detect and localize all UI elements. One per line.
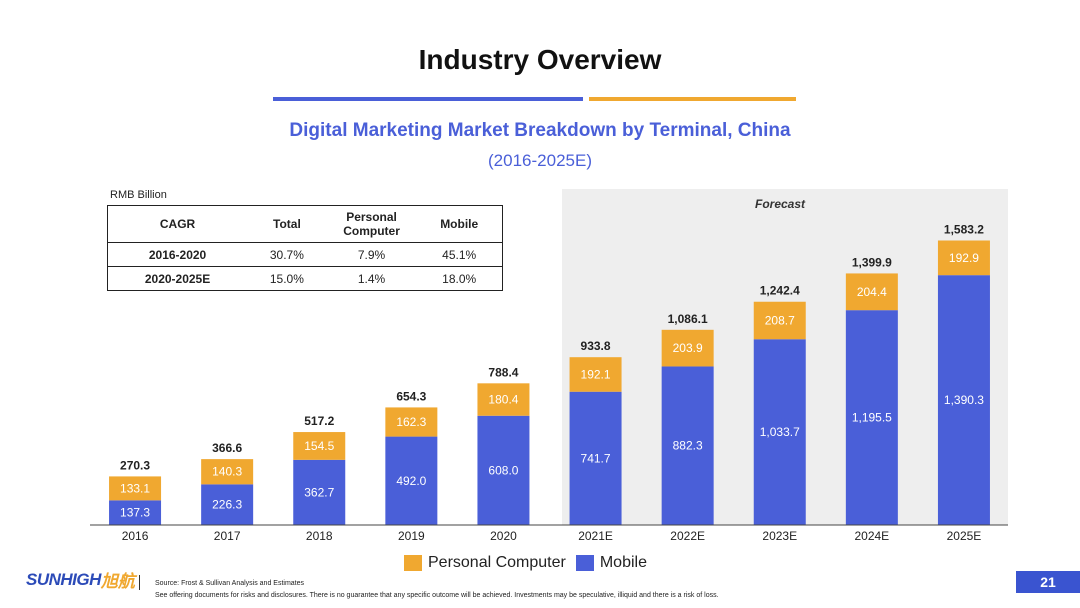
x-tick-label: 2020	[490, 529, 517, 543]
x-tick-label: 2018	[306, 529, 333, 543]
title-accent-blue	[273, 97, 583, 101]
forecast-label: Forecast	[755, 197, 806, 211]
page-title: Industry Overview	[418, 44, 662, 75]
cagr-cell: 2016-2020	[107, 242, 248, 267]
cagr-cell: 30.7%	[247, 242, 327, 267]
bar-mobile	[569, 391, 622, 525]
x-tick-label: 2016	[122, 529, 149, 543]
page-number: 21	[1016, 571, 1080, 593]
data-label-mobile: 882.3	[673, 439, 703, 453]
data-label-pc: 203.9	[673, 341, 703, 355]
data-label-pc: 180.4	[488, 393, 518, 407]
cagr-header-row: CAGR Total Personal Computer Mobile	[107, 205, 503, 243]
data-label-pc: 140.3	[212, 465, 242, 479]
bar-pc	[845, 273, 898, 311]
cagr-cell: 15.0%	[269, 271, 304, 286]
bar-mobile	[661, 366, 714, 525]
data-label-mobile: 137.3	[120, 506, 150, 520]
total-label: 1,086.1	[668, 312, 708, 326]
bar-pc	[201, 459, 254, 485]
total-label: 788.4	[488, 365, 518, 379]
legend-swatch-mobile	[575, 555, 594, 571]
cagr-table: CAGR Total Personal Computer Mobile 2016…	[107, 205, 503, 291]
bar-mobile	[385, 436, 438, 525]
data-label-mobile: 362.7	[304, 485, 334, 499]
table-row: 2016-2020 30.7% 7.9% 45.1%	[107, 242, 503, 267]
data-label-pc: 204.4	[857, 285, 887, 299]
cagr-header: Total	[247, 205, 327, 243]
bar-mobile	[109, 500, 162, 525]
chart-subtitle: (2016-2025E)	[488, 151, 592, 170]
cagr-cell: 18.0%	[442, 271, 477, 286]
x-tick-label: 2017	[214, 529, 241, 543]
bar-mobile	[293, 459, 346, 525]
legend-swatch-pc	[404, 555, 422, 571]
source-note: Source: Frost & Sullivan Analysis and Es…	[155, 580, 305, 587]
bar-pc	[661, 329, 714, 367]
bar-pc	[385, 407, 438, 437]
bar-mobile	[201, 484, 254, 525]
cagr-cell: 45.1%	[416, 242, 503, 267]
bar-pc	[293, 432, 346, 460]
total-label: 1,399.9	[852, 255, 892, 269]
unit-label: RMB Billion	[110, 189, 167, 201]
chart-title: Digital Marketing Market Breakdown by Te…	[289, 120, 791, 141]
bar-mobile	[845, 310, 898, 525]
legend-label: Mobile	[599, 554, 647, 571]
cagr-cell: 7.9%	[326, 242, 417, 267]
x-tick-label: 2024E	[854, 529, 889, 543]
data-label-pc: 133.1	[120, 481, 150, 495]
bar-mobile	[937, 275, 990, 525]
total-label: 933.8	[581, 339, 611, 353]
total-label: 1,583.2	[944, 222, 984, 236]
cagr-header: Mobile	[416, 205, 503, 243]
title-accent-orange	[589, 97, 796, 101]
bar-pc	[937, 240, 990, 276]
data-label-mobile: 226.3	[212, 498, 242, 512]
x-tick-label: 2021E	[578, 529, 613, 543]
cagr-cell: 1.4%	[357, 271, 386, 286]
bar-mobile	[753, 339, 806, 525]
data-label-pc: 192.9	[949, 251, 979, 265]
bar-pc	[753, 301, 806, 340]
x-tick-label: 2025E	[947, 529, 982, 543]
data-label-mobile: 1,195.5	[852, 411, 892, 425]
footer-divider	[139, 575, 140, 590]
bar-pc	[477, 383, 530, 416]
logo-chinese: 旭航	[100, 572, 135, 591]
logo-text: SUNHIGH	[26, 569, 101, 589]
table-row: 2020-2025E 15.0% 1.4% 18.0%	[108, 267, 503, 291]
x-tick-label: 2023E	[762, 529, 797, 543]
data-label-pc: 154.5	[304, 439, 334, 453]
bar-mobile	[477, 415, 530, 525]
legend-item-mobile: Mobile	[575, 554, 647, 572]
data-label-pc: 192.1	[581, 367, 611, 381]
cagr-header: CAGR	[107, 205, 248, 243]
legend-item-pc: Personal Computer	[404, 554, 566, 572]
total-label: 517.2	[304, 414, 334, 428]
x-tick-label: 2022E	[670, 529, 705, 543]
total-label: 270.3	[120, 458, 150, 472]
bar-pc	[109, 476, 162, 501]
total-label: 1,242.4	[760, 284, 800, 298]
total-label: 366.6	[212, 441, 242, 455]
bar-pc	[569, 357, 622, 392]
total-label: 654.3	[396, 389, 426, 403]
data-label-mobile: 741.7	[581, 451, 611, 465]
data-label-mobile: 1,390.3	[944, 393, 984, 407]
chart-legend: Personal Computer Mobile	[404, 552, 657, 574]
company-logo: SUNHIGH 旭航	[26, 567, 135, 592]
x-tick-label: 2019	[398, 529, 425, 543]
data-label-mobile: 1,033.7	[760, 425, 800, 439]
disclaimer: See offering documents for risks and dis…	[155, 592, 719, 599]
data-label-pc: 162.3	[396, 415, 426, 429]
data-label-pc: 208.7	[765, 313, 795, 327]
legend-label: Personal Computer	[428, 554, 566, 571]
cagr-cell: 2020-2025E	[144, 271, 211, 286]
cagr-header: Personal Computer	[326, 205, 417, 243]
data-label-mobile: 608.0	[488, 463, 518, 477]
data-label-mobile: 492.0	[396, 474, 426, 488]
